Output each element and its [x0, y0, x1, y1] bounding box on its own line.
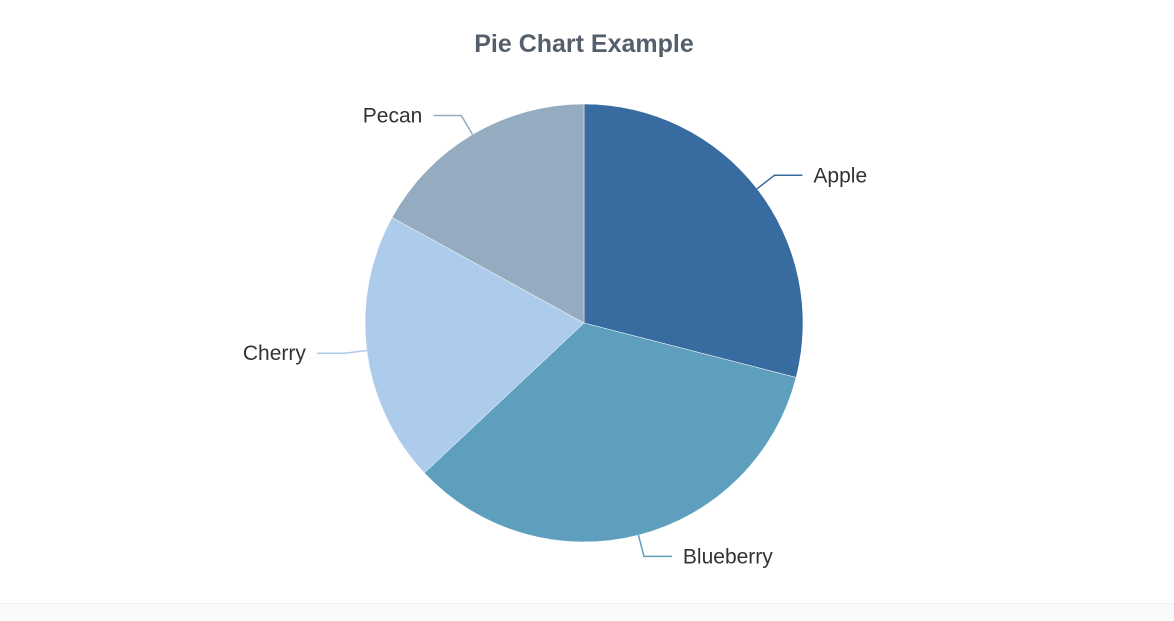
slice-label: Apple [813, 164, 867, 187]
leader-line [756, 174, 803, 190]
slice-label: Pecan [363, 105, 423, 128]
pie-chart: Apple Blueberry Cherry Pecan [243, 103, 867, 568]
pie-slice-apple[interactable] [583, 103, 804, 378]
pie-slice-pecan[interactable] [391, 103, 585, 324]
leader-line [637, 534, 672, 558]
leader-line [433, 114, 474, 135]
chart-title: Pie Chart Example [474, 30, 694, 58]
footer-bar [0, 603, 1174, 621]
slice-label: Blueberry [683, 545, 773, 568]
pie-slice-cherry[interactable] [364, 217, 585, 474]
leader-line [316, 349, 367, 354]
slice-label: Cherry [243, 342, 307, 365]
